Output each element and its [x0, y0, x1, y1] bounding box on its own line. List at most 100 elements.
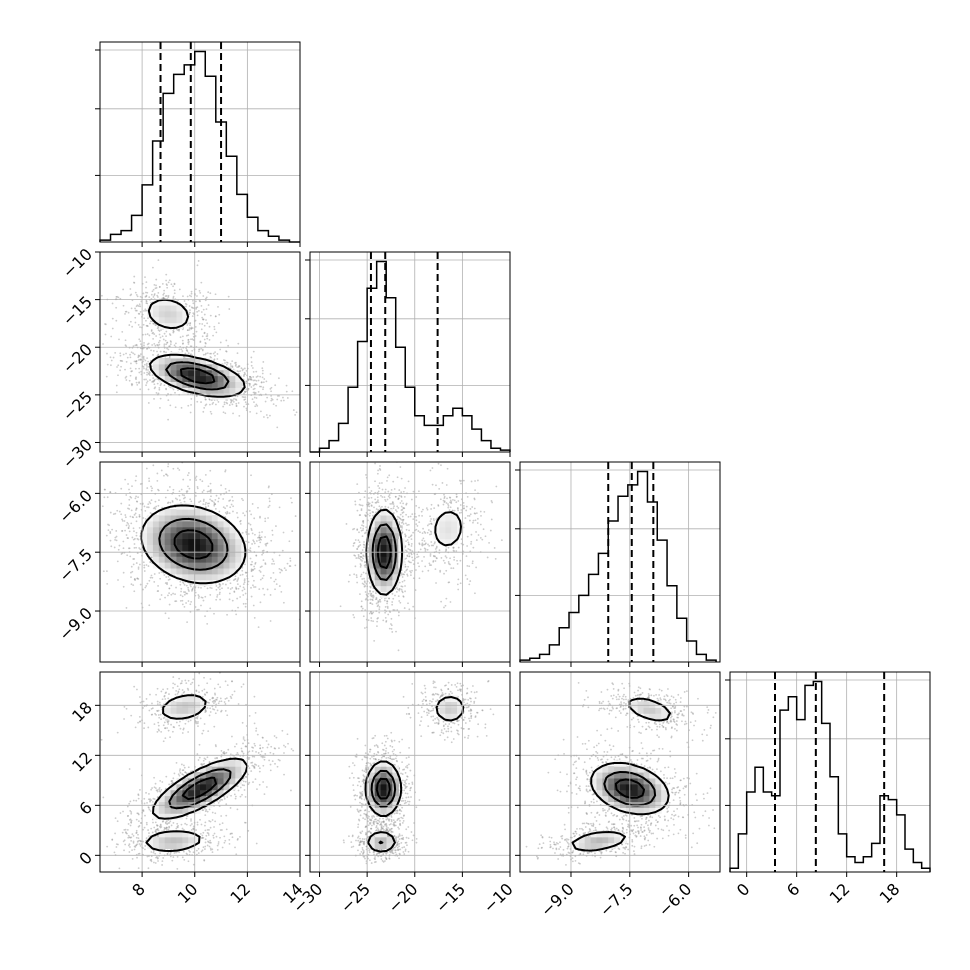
density-cell [194, 532, 201, 540]
density-cell [158, 562, 166, 569]
sample-point [224, 412, 227, 415]
sample-point [135, 534, 138, 537]
sample-point [112, 513, 115, 516]
sample-point [363, 577, 365, 580]
density-cell [182, 538, 189, 545]
sample-point [138, 515, 141, 518]
sample-point [269, 387, 272, 390]
density-cell [205, 538, 213, 545]
sample-point [196, 400, 199, 403]
sample-point [358, 541, 361, 543]
sample-point [179, 336, 182, 339]
sample-point [137, 355, 140, 358]
sample-point [250, 364, 253, 367]
sample-point [260, 565, 263, 568]
sample-point [397, 611, 400, 614]
sample-point [111, 302, 114, 305]
sample-point [140, 370, 142, 373]
sample-point [115, 306, 118, 309]
sample-point [249, 411, 252, 413]
sample-point [241, 566, 244, 569]
sample-point [196, 295, 198, 297]
sample-point [189, 498, 192, 501]
density-cell [182, 562, 189, 569]
sample-point [155, 284, 157, 287]
sample-point [294, 515, 297, 517]
density-cell [141, 532, 148, 540]
sample-point [185, 347, 188, 350]
sample-point [257, 379, 260, 382]
sample-point [166, 582, 168, 584]
sample-point [280, 568, 282, 571]
sample-point [205, 319, 207, 321]
sample-point [210, 352, 213, 355]
sample-point [150, 574, 153, 577]
sample-point [135, 495, 137, 498]
histogram-panel-0 [95, 41, 301, 247]
sample-point [134, 309, 137, 312]
sample-point [216, 358, 219, 360]
sample-point [190, 403, 192, 406]
sample-point [452, 498, 454, 501]
density-cell [200, 538, 207, 545]
sample-point [125, 352, 127, 355]
sample-point [259, 566, 262, 569]
density-cell [164, 316, 172, 324]
grid [310, 252, 510, 452]
sample-point [391, 601, 394, 603]
sample-point [222, 583, 224, 585]
sample-point [126, 554, 129, 557]
density-cell [188, 562, 195, 569]
density-cell [141, 526, 148, 534]
sample-point [392, 597, 395, 600]
sample-point [408, 552, 410, 555]
density-cell [176, 375, 183, 383]
sample-point [245, 370, 248, 372]
sample-point [426, 508, 429, 511]
sample-point [261, 531, 263, 533]
sample-point [232, 510, 234, 513]
sample-point [226, 402, 229, 405]
sample-point [258, 531, 261, 534]
sample-point [285, 390, 288, 393]
sample-point [247, 379, 250, 382]
sample-point [259, 578, 262, 581]
density-cell [164, 538, 172, 545]
sample-point [405, 550, 408, 553]
sample-point [165, 576, 168, 578]
sample-point [130, 496, 133, 499]
sample-point [194, 495, 197, 497]
sample-point [164, 496, 167, 499]
sample-point [232, 412, 234, 415]
sample-point [474, 489, 476, 491]
density-cell [229, 526, 236, 534]
sample-point [405, 528, 408, 531]
sample-point [158, 388, 161, 391]
density-cell [182, 310, 189, 318]
sample-point [130, 571, 132, 574]
sample-point [484, 535, 487, 538]
sample-point [362, 571, 365, 574]
sample-point [174, 391, 176, 394]
sample-point [135, 360, 138, 363]
sample-point [276, 398, 279, 401]
sample-point [145, 378, 147, 381]
sample-point [422, 527, 424, 530]
sample-point [244, 571, 247, 574]
sample-point [372, 514, 374, 517]
sample-point [105, 375, 108, 378]
sample-point [152, 464, 155, 467]
density-cell [211, 387, 219, 394]
sample-point [291, 530, 294, 533]
sample-point [250, 361, 253, 363]
sample-point [450, 567, 453, 570]
sample-point [360, 605, 363, 608]
sample-point [360, 573, 363, 576]
y-tick-label: −7.5 [55, 545, 96, 586]
sample-point [194, 288, 197, 291]
density-cell [229, 369, 236, 377]
sample-point [257, 391, 260, 393]
density-cell [205, 573, 213, 581]
sample-point [231, 499, 234, 502]
sample-point [145, 364, 148, 367]
